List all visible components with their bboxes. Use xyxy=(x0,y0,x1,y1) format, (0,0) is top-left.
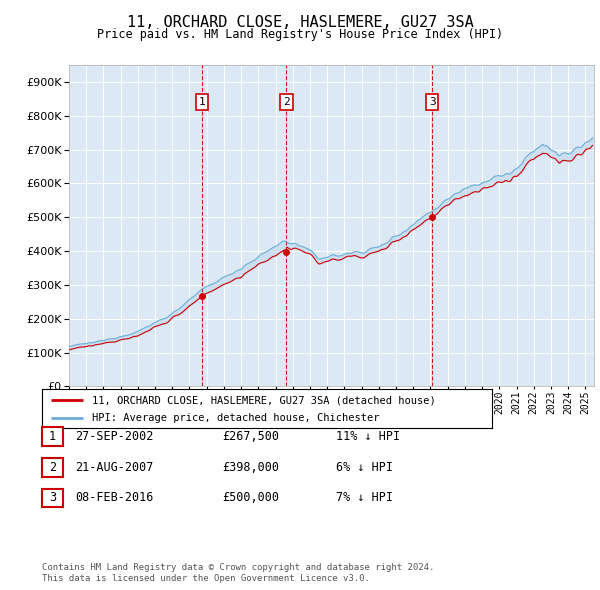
Text: £267,500: £267,500 xyxy=(222,430,279,443)
Text: 11, ORCHARD CLOSE, HASLEMERE, GU27 3SA (detached house): 11, ORCHARD CLOSE, HASLEMERE, GU27 3SA (… xyxy=(92,395,435,405)
Text: Contains HM Land Registry data © Crown copyright and database right 2024.: Contains HM Land Registry data © Crown c… xyxy=(42,563,434,572)
Text: 6% ↓ HPI: 6% ↓ HPI xyxy=(336,461,393,474)
Text: 08-FEB-2016: 08-FEB-2016 xyxy=(75,491,154,504)
Text: £398,000: £398,000 xyxy=(222,461,279,474)
Text: 3: 3 xyxy=(429,97,436,107)
Text: 1: 1 xyxy=(49,430,56,443)
Text: 11, ORCHARD CLOSE, HASLEMERE, GU27 3SA: 11, ORCHARD CLOSE, HASLEMERE, GU27 3SA xyxy=(127,15,473,30)
Text: 2: 2 xyxy=(49,461,56,474)
Text: HPI: Average price, detached house, Chichester: HPI: Average price, detached house, Chic… xyxy=(92,413,379,423)
Text: 7% ↓ HPI: 7% ↓ HPI xyxy=(336,491,393,504)
Text: This data is licensed under the Open Government Licence v3.0.: This data is licensed under the Open Gov… xyxy=(42,574,370,583)
Text: 27-SEP-2002: 27-SEP-2002 xyxy=(75,430,154,443)
Text: Price paid vs. HM Land Registry's House Price Index (HPI): Price paid vs. HM Land Registry's House … xyxy=(97,28,503,41)
Text: £500,000: £500,000 xyxy=(222,491,279,504)
Text: 1: 1 xyxy=(199,97,206,107)
Text: 2: 2 xyxy=(283,97,290,107)
Text: 21-AUG-2007: 21-AUG-2007 xyxy=(75,461,154,474)
Text: 3: 3 xyxy=(49,491,56,504)
Text: 11% ↓ HPI: 11% ↓ HPI xyxy=(336,430,400,443)
